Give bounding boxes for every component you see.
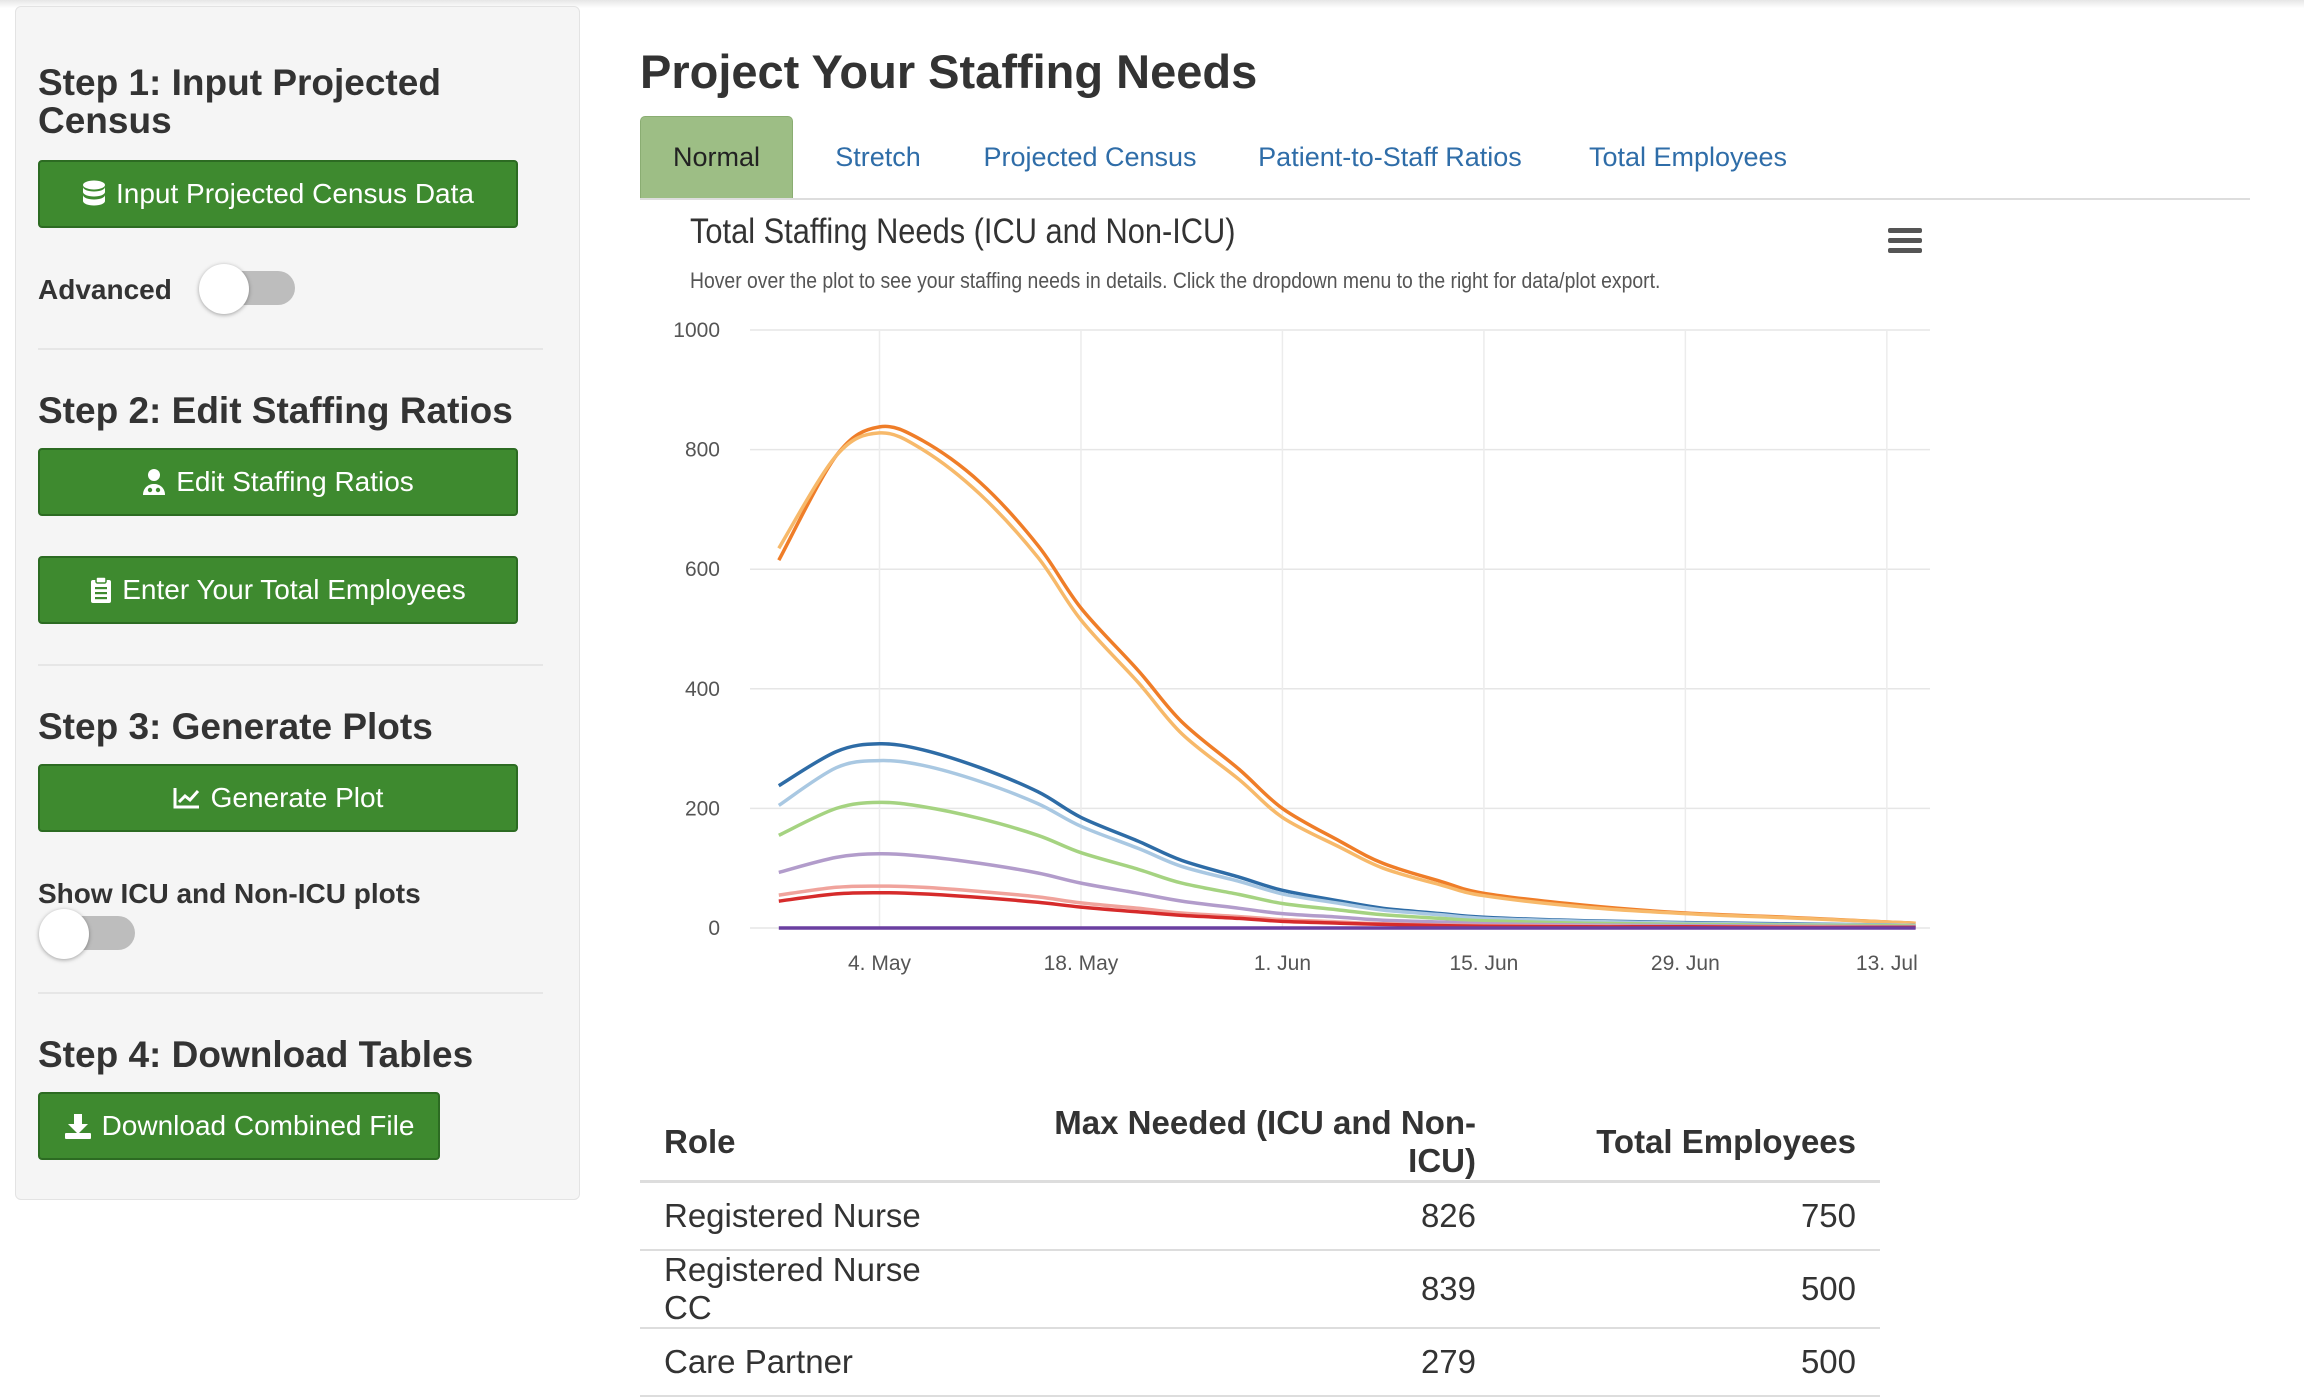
advanced-toggle[interactable] xyxy=(199,264,295,314)
y-tick-label: 1000 xyxy=(673,319,720,342)
generate-plot-button-label: Generate Plot xyxy=(210,782,384,813)
tab-bar: Normal Stretch Projected Census Patient-… xyxy=(640,116,2250,200)
top-shadow xyxy=(0,0,2304,8)
step4-title: Step 4: Download Tables xyxy=(38,1034,474,1075)
step3-title: Step 3: Generate Plots xyxy=(38,706,433,747)
step1-title: Step 1: Input Projected Census xyxy=(38,62,441,141)
x-tick-label: 1. Jun xyxy=(1254,952,1311,975)
y-tick-label: 800 xyxy=(685,439,720,462)
input-census-button-label: Input Projected Census Data xyxy=(116,178,474,209)
tab-normal[interactable]: Normal xyxy=(640,116,793,198)
show-icu-plots-toggle-knob xyxy=(39,909,89,959)
tab-ratios[interactable]: Patient-to-Staff Ratios xyxy=(1258,141,1522,172)
download-file-button[interactable]: Download Combined File xyxy=(38,1092,440,1160)
cell-max-needed: 826 xyxy=(1000,1181,1500,1251)
tab-stretch[interactable]: Stretch xyxy=(835,141,921,172)
roles-table: Role Max Needed (ICU and Non-ICU) Total … xyxy=(640,1104,1880,1397)
y-tick-label: 200 xyxy=(685,797,720,820)
table-row: Registered Nurse 826 750 xyxy=(640,1181,1880,1251)
x-tick-label: 29. Jun xyxy=(1651,952,1720,975)
col-header-total-employees: Total Employees xyxy=(1500,1104,1880,1183)
show-icu-plots-toggle[interactable] xyxy=(39,909,135,959)
generate-plot-button[interactable]: Generate Plot xyxy=(38,764,518,832)
chart-subtitle: Hover over the plot to see your staffing… xyxy=(690,268,1661,293)
cell-max-needed: 279 xyxy=(1000,1327,1500,1397)
x-tick-label: 13. Jul xyxy=(1856,952,1918,975)
input-census-button[interactable]: Input Projected Census Data xyxy=(38,160,518,228)
tab-total-employees[interactable]: Total Employees xyxy=(1588,141,1788,172)
series-line-2 xyxy=(777,431,1916,925)
step2-title: Step 2: Edit Staffing Ratios xyxy=(38,390,513,431)
y-tick-label: 600 xyxy=(685,558,720,581)
edit-ratios-button[interactable]: Edit Staffing Ratios xyxy=(38,448,518,516)
cell-role: Care Partner xyxy=(640,1327,1000,1397)
cell-max-needed: 839 xyxy=(1000,1249,1500,1329)
table-row: Registered Nurse CC 839 500 xyxy=(640,1249,1880,1329)
table-header-row: Role Max Needed (ICU and Non-ICU) Total … xyxy=(640,1104,1880,1183)
page-title: Project Your Staffing Needs xyxy=(640,45,1258,98)
cell-role: Registered Nurse xyxy=(640,1181,1000,1251)
enter-employees-button[interactable]: Enter Your Total Employees xyxy=(38,556,518,624)
clipboard-list-icon xyxy=(90,576,112,604)
divider xyxy=(38,348,543,350)
col-header-max-needed: Max Needed (ICU and Non-ICU) xyxy=(1000,1104,1500,1183)
divider xyxy=(38,992,543,994)
series-line-5 xyxy=(778,800,1916,928)
chart-title: Total Staffing Needs (ICU and Non-ICU) xyxy=(690,212,1236,251)
x-tick-label: 15. Jun xyxy=(1449,952,1518,975)
download-file-button-label: Download Combined File xyxy=(101,1110,415,1141)
cell-total-employees: 500 xyxy=(1500,1249,1880,1329)
tab-projected-census[interactable]: Projected Census xyxy=(983,141,1197,172)
database-icon xyxy=(82,180,106,208)
enter-employees-button-label: Enter Your Total Employees xyxy=(122,574,466,605)
staffing-chart[interactable]: 0 200 400 600 800 1000 4. May 18. May 1. Jun 15. … xyxy=(640,310,1960,1000)
advanced-label: Advanced xyxy=(38,274,172,305)
series-line-1 xyxy=(777,424,1916,925)
edit-ratios-button-label: Edit Staffing Ratios xyxy=(176,466,414,497)
cell-role: Registered Nurse CC xyxy=(640,1249,1000,1329)
x-tick-label: 4. May xyxy=(848,952,912,975)
cell-total-employees: 500 xyxy=(1500,1327,1880,1397)
chart-menu-icon[interactable] xyxy=(1888,228,1924,258)
y-tick-label: 400 xyxy=(685,678,720,701)
series-line-7 xyxy=(778,884,1916,930)
advanced-toggle-knob xyxy=(199,264,249,314)
user-doctor-icon xyxy=(142,468,166,496)
divider xyxy=(38,664,543,666)
col-header-role: Role xyxy=(640,1104,1000,1183)
table-row: Care Partner 279 500 xyxy=(640,1327,1880,1397)
line-chart-icon xyxy=(173,786,201,810)
y-tick-label: 0 xyxy=(708,917,720,940)
cell-total-employees: 750 xyxy=(1500,1181,1880,1251)
show-icu-plots-label: Show ICU and Non-ICU plots xyxy=(38,878,421,909)
download-icon xyxy=(64,1112,92,1140)
x-tick-label: 18. May xyxy=(1044,952,1119,975)
